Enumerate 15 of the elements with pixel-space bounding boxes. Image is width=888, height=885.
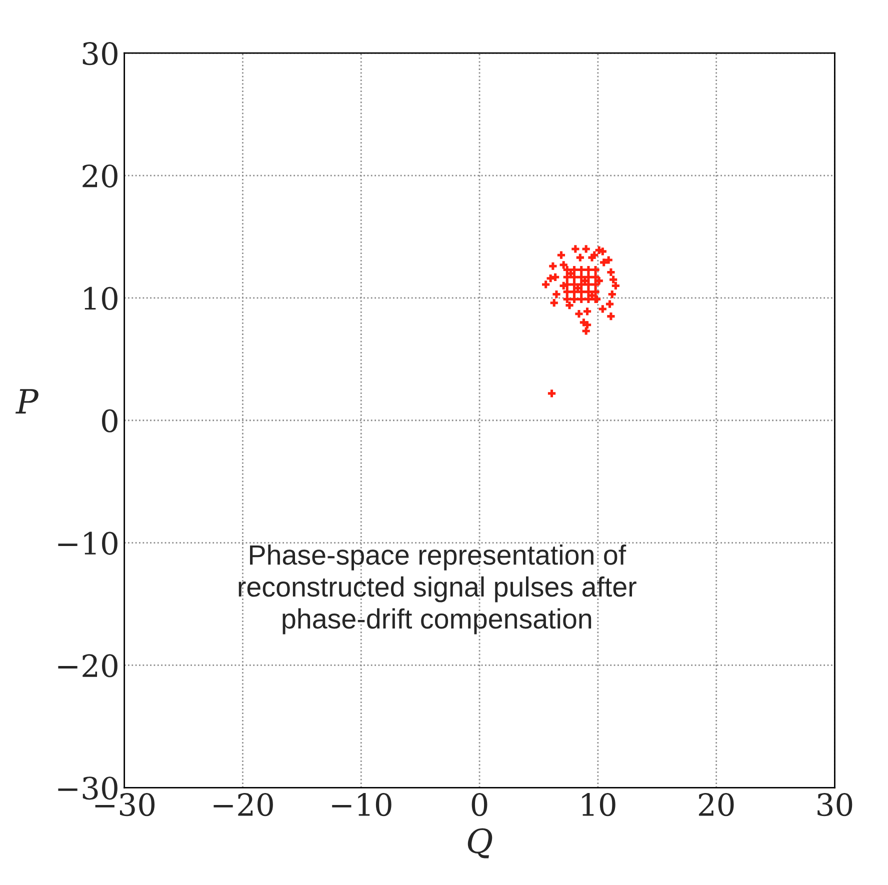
y-axis-title: P <box>15 389 38 414</box>
x-tick-label: 0 <box>472 793 488 816</box>
y-tick-label: 30 <box>82 42 118 66</box>
y-tick-label: 20 <box>82 164 118 188</box>
x-tick-label: 10 <box>582 793 616 816</box>
y-tick-label: −20 <box>58 654 118 678</box>
x-tick-label: −10 <box>332 793 392 816</box>
x-axis-title: Q <box>468 828 492 858</box>
annotation: Phase-space representation of reconstructed signal pulses after phase-drift compensation <box>238 544 636 634</box>
y-tick-label: 10 <box>84 286 118 310</box>
x-tick-label: −20 <box>214 793 273 816</box>
y-tick-label: 0 <box>102 409 118 432</box>
x-tick-label: 30 <box>818 793 852 816</box>
y-tick-label: −10 <box>58 532 118 555</box>
x-tick-label: 20 <box>698 793 734 816</box>
